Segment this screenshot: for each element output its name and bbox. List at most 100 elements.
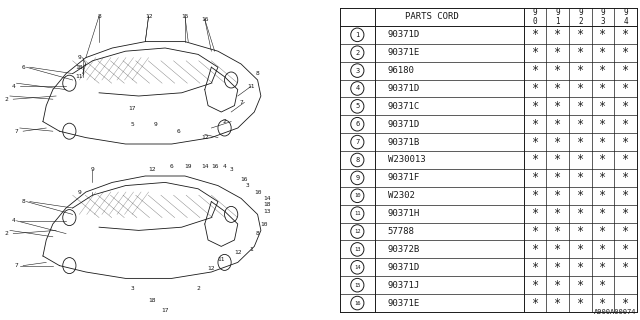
Text: 2: 2 (196, 285, 200, 291)
Text: *: * (554, 82, 561, 95)
Text: *: * (600, 82, 607, 95)
Text: 5: 5 (355, 103, 360, 109)
Text: *: * (532, 154, 539, 166)
Text: *: * (554, 100, 561, 113)
Text: *: * (532, 118, 539, 131)
Text: *: * (532, 100, 539, 113)
Text: 15: 15 (181, 13, 189, 19)
Text: 9: 9 (355, 175, 360, 181)
Text: 11: 11 (76, 74, 83, 79)
Text: *: * (532, 279, 539, 292)
Text: 9: 9 (91, 167, 94, 172)
Text: *: * (622, 207, 629, 220)
Text: *: * (532, 28, 539, 41)
Text: 6: 6 (21, 65, 25, 70)
Text: *: * (577, 189, 584, 202)
Text: *: * (622, 136, 629, 148)
Text: 3: 3 (130, 285, 134, 291)
Text: 5: 5 (130, 122, 134, 127)
Text: *: * (577, 207, 584, 220)
Text: *: * (622, 46, 629, 59)
Text: *: * (577, 136, 584, 148)
Text: 90371F: 90371F (388, 173, 420, 182)
Text: 90371J: 90371J (388, 281, 420, 290)
Text: *: * (622, 154, 629, 166)
Text: *: * (554, 225, 561, 238)
Text: *: * (577, 225, 584, 238)
Text: W2302: W2302 (388, 191, 415, 200)
Text: *: * (554, 207, 561, 220)
Text: *: * (600, 100, 607, 113)
Text: 9
2: 9 2 (578, 8, 582, 26)
Text: *: * (532, 82, 539, 95)
Text: *: * (554, 261, 561, 274)
Text: *: * (554, 118, 561, 131)
Text: *: * (600, 28, 607, 41)
Text: 12: 12 (207, 266, 215, 271)
Text: *: * (577, 118, 584, 131)
Text: 14: 14 (354, 265, 360, 270)
Text: 16: 16 (354, 300, 360, 306)
Text: 14: 14 (201, 164, 209, 169)
Text: *: * (600, 64, 607, 77)
Text: *: * (622, 189, 629, 202)
Text: *: * (622, 82, 629, 95)
Text: 13: 13 (264, 209, 271, 214)
Text: *: * (600, 207, 607, 220)
Text: *: * (622, 261, 629, 274)
Text: 4: 4 (355, 85, 360, 92)
Text: *: * (622, 172, 629, 184)
Text: *: * (532, 225, 539, 238)
Text: *: * (577, 28, 584, 41)
Text: *: * (577, 82, 584, 95)
Text: 4: 4 (12, 218, 15, 223)
Text: 12: 12 (354, 229, 360, 234)
Text: *: * (554, 189, 561, 202)
Text: 17: 17 (129, 106, 136, 111)
Text: *: * (577, 46, 584, 59)
Text: *: * (532, 46, 539, 59)
Text: *: * (622, 297, 629, 309)
Text: *: * (577, 154, 584, 166)
Text: 90371H: 90371H (388, 209, 420, 218)
Text: *: * (600, 261, 607, 274)
Text: 18: 18 (148, 298, 156, 303)
Text: *: * (577, 279, 584, 292)
Text: *: * (554, 172, 561, 184)
Text: *: * (622, 118, 629, 131)
Text: *: * (532, 136, 539, 148)
Text: 7: 7 (355, 139, 360, 145)
Text: W230013: W230013 (388, 156, 425, 164)
Text: 9
3: 9 3 (601, 8, 605, 26)
Text: 10: 10 (354, 193, 360, 198)
Text: *: * (600, 279, 607, 292)
Text: *: * (532, 243, 539, 256)
Text: *: * (577, 243, 584, 256)
Text: 2: 2 (223, 119, 227, 124)
Text: 12: 12 (234, 250, 241, 255)
Text: *: * (600, 189, 607, 202)
Text: 9
4: 9 4 (623, 8, 628, 26)
Text: 90371E: 90371E (388, 299, 420, 308)
Text: 90371D: 90371D (388, 120, 420, 129)
Text: 8: 8 (256, 71, 259, 76)
Text: 7: 7 (15, 129, 19, 134)
Text: 11: 11 (218, 257, 225, 262)
Text: 8: 8 (355, 157, 360, 163)
Text: *: * (577, 100, 584, 113)
Text: 18: 18 (264, 202, 271, 207)
Text: *: * (577, 64, 584, 77)
Text: 12: 12 (145, 13, 152, 19)
Text: 4: 4 (12, 84, 15, 89)
Text: *: * (622, 28, 629, 41)
Text: *: * (577, 172, 584, 184)
Text: *: * (532, 297, 539, 309)
Text: 15: 15 (354, 283, 360, 288)
Text: *: * (554, 46, 561, 59)
Text: 16: 16 (201, 17, 209, 22)
Text: *: * (532, 189, 539, 202)
Text: *: * (577, 297, 584, 309)
Text: 11: 11 (354, 211, 360, 216)
Text: *: * (554, 28, 561, 41)
Text: 16: 16 (211, 164, 218, 169)
